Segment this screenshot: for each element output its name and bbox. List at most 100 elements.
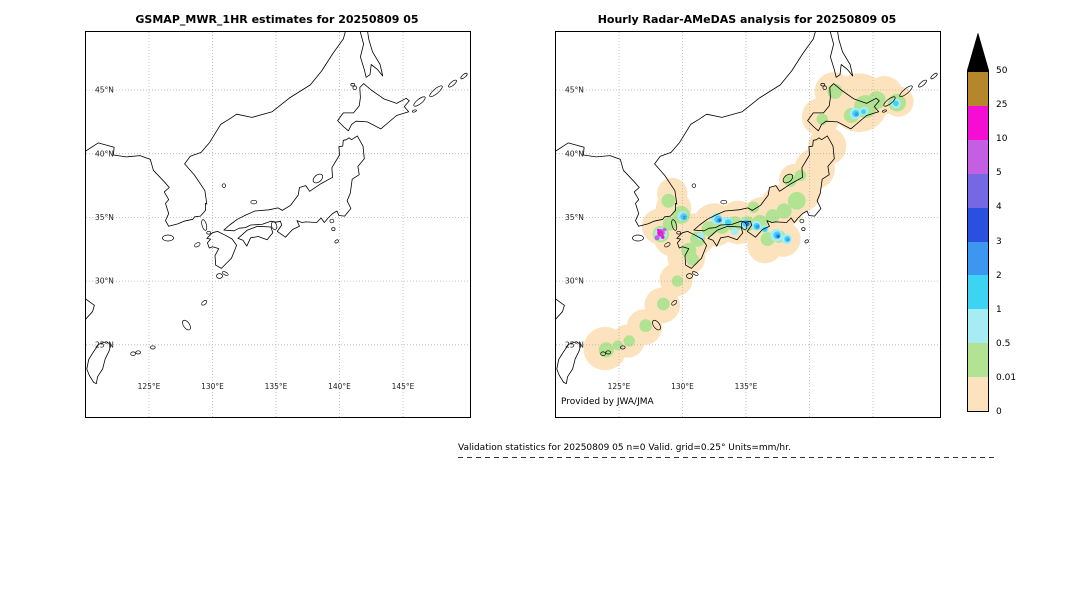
island-outline [329, 218, 335, 224]
lon-tick-label: 130°E [671, 382, 694, 391]
lat-tick-label: 45°N [565, 86, 584, 95]
precip-cell [662, 216, 677, 231]
island-outline [782, 173, 794, 184]
lat-tick-label: 30°N [95, 277, 114, 286]
coastline-path [829, 32, 854, 78]
island-outline [899, 85, 913, 98]
colorbar-bar [967, 71, 989, 412]
island-outline [312, 173, 324, 184]
coastline-path [676, 231, 707, 269]
island-outline [600, 351, 606, 356]
precip-cell [787, 191, 806, 210]
lat-tick-label: 25°N [565, 340, 584, 349]
island-outline [820, 83, 826, 87]
precip-cell [662, 227, 667, 232]
colorbar-tick-label: 0.5 [996, 338, 1011, 349]
colorbar-overflow-arrow [967, 33, 989, 71]
coastline-path [556, 298, 565, 320]
colorbar-segment [968, 173, 988, 208]
island-outline [664, 242, 671, 248]
island-outline [691, 271, 699, 276]
lon-tick-label: 135°E [735, 382, 758, 391]
island-outline [206, 230, 212, 235]
precip-cell [747, 201, 760, 213]
coastline-path [707, 225, 744, 247]
island-outline [250, 199, 258, 205]
island-outline [429, 85, 443, 98]
coastline-path [807, 83, 880, 132]
colorbar-tick-label: 10 [996, 134, 1008, 145]
island-outline [411, 109, 417, 113]
colorbar-segment [968, 207, 988, 242]
island-outline [671, 219, 678, 231]
precip-cell [861, 109, 866, 115]
island-outline [740, 221, 748, 230]
precip-cell [639, 319, 652, 333]
precip-cell [827, 83, 843, 99]
island-outline [460, 72, 468, 80]
coastline-path [223, 135, 365, 238]
coastline-path [206, 231, 237, 269]
precip-cell [657, 297, 670, 311]
colorbar-segment [968, 377, 988, 412]
colorbar-tick-label: 50 [996, 66, 1008, 76]
precip-cell [762, 227, 768, 232]
island-outline [881, 109, 887, 113]
island-outline [605, 350, 611, 355]
island-outline [652, 319, 661, 331]
island-outline [883, 96, 896, 107]
coastline-path [86, 32, 346, 227]
colorbar-tick-label: 25 [996, 100, 1008, 111]
precip-cell [755, 224, 760, 229]
island-outline [130, 351, 136, 356]
island-outline [221, 271, 229, 276]
colorbar-tick-label: 5 [996, 168, 1002, 179]
coastline-path [556, 341, 582, 385]
left-map-canvas: 45°N 40°N 35°N 30°N 25°N 125°E 130°E 135°E 140°E… [86, 32, 470, 417]
precip-cell [730, 227, 739, 236]
coastline-path [556, 32, 816, 227]
coastline-path [86, 298, 95, 320]
colorbar-segment [968, 105, 988, 140]
island-outline [270, 221, 278, 230]
lat-tick-label: 25°N [95, 340, 114, 349]
colorbar-tick-label: 0 [996, 407, 1002, 417]
island-outline [201, 219, 208, 231]
precip-cell [777, 235, 780, 238]
precip-cell [654, 235, 660, 241]
lon-tick-label: 125°E [608, 382, 631, 391]
coastline-path [693, 135, 835, 238]
island-outline [162, 234, 174, 242]
island-outline [822, 85, 827, 90]
precip-cell [719, 220, 722, 222]
precip-cell [657, 228, 660, 232]
right-map-panel: 45°N 40°N 35°N 30°N 25°N 125°E 130°E 135°E [555, 31, 941, 418]
coastline-path [237, 225, 274, 247]
precip-cell [623, 335, 635, 347]
island-outline [448, 79, 457, 88]
overflow-arrow-icon [967, 33, 989, 71]
precip-cell [893, 100, 899, 107]
colorbar-tick-label: 4 [996, 202, 1002, 213]
precip-cell [661, 235, 665, 239]
right-map-canvas: 45°N 40°N 35°N 30°N 25°N 125°E 130°E 135°E [556, 32, 940, 417]
colorbar-segment [968, 72, 988, 106]
island-outline [930, 72, 938, 80]
precip-cell [867, 91, 886, 110]
colorbar-tick-label: 3 [996, 236, 1002, 247]
colorbar-segment [968, 275, 988, 310]
credit-text: Provided by JWA/JMA [560, 397, 655, 407]
precip-cell [776, 203, 792, 219]
island-outline [801, 227, 806, 231]
lat-tick-label: 45°N [95, 86, 114, 95]
precip-cell [686, 253, 699, 266]
right-panel-title: Hourly Radar-AMeDAS analysis for 2025080… [597, 13, 897, 26]
lat-tick-label: 40°N [95, 149, 114, 158]
coastline-path [359, 32, 384, 78]
colorbar: 50 25 10 5 4 3 2 1 0.5 0.01 0 [967, 33, 1037, 423]
island-outline [334, 239, 339, 244]
left-panel-title: GSMAP_MWR_1HR estimates for 20250809 05 [135, 13, 419, 26]
precip-cell [765, 209, 780, 224]
island-outline [221, 183, 227, 188]
island-outline [352, 85, 357, 90]
